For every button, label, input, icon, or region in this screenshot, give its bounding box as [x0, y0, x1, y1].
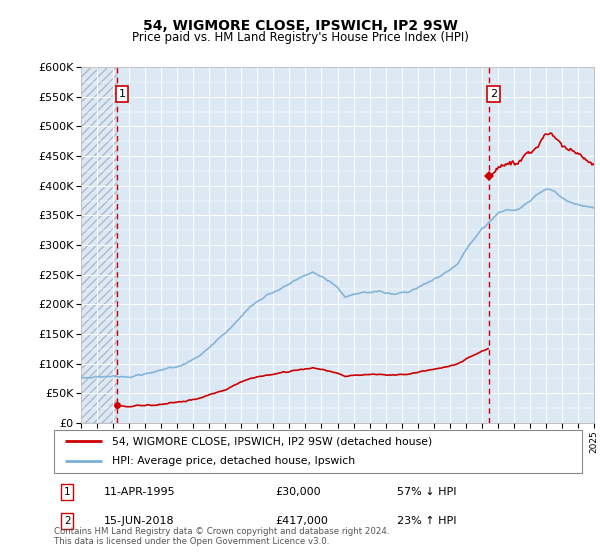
Text: Price paid vs. HM Land Registry's House Price Index (HPI): Price paid vs. HM Land Registry's House … — [131, 31, 469, 44]
Text: 1: 1 — [64, 487, 71, 497]
Text: 54, WIGMORE CLOSE, IPSWICH, IP2 9SW (detached house): 54, WIGMORE CLOSE, IPSWICH, IP2 9SW (det… — [112, 436, 433, 446]
Text: Contains HM Land Registry data © Crown copyright and database right 2024.
This d: Contains HM Land Registry data © Crown c… — [54, 526, 389, 546]
FancyBboxPatch shape — [54, 430, 582, 473]
Text: 11-APR-1995: 11-APR-1995 — [104, 487, 176, 497]
Text: 23% ↑ HPI: 23% ↑ HPI — [397, 516, 457, 526]
Text: HPI: Average price, detached house, Ipswich: HPI: Average price, detached house, Ipsw… — [112, 456, 355, 466]
Text: 54, WIGMORE CLOSE, IPSWICH, IP2 9SW: 54, WIGMORE CLOSE, IPSWICH, IP2 9SW — [143, 19, 457, 33]
Text: £417,000: £417,000 — [276, 516, 329, 526]
Text: £30,000: £30,000 — [276, 487, 322, 497]
Text: 57% ↓ HPI: 57% ↓ HPI — [397, 487, 457, 497]
Bar — [81, 67, 118, 423]
Text: 15-JUN-2018: 15-JUN-2018 — [104, 516, 175, 526]
Text: 1: 1 — [119, 89, 126, 99]
Text: 2: 2 — [490, 89, 497, 99]
Text: 2: 2 — [64, 516, 71, 526]
